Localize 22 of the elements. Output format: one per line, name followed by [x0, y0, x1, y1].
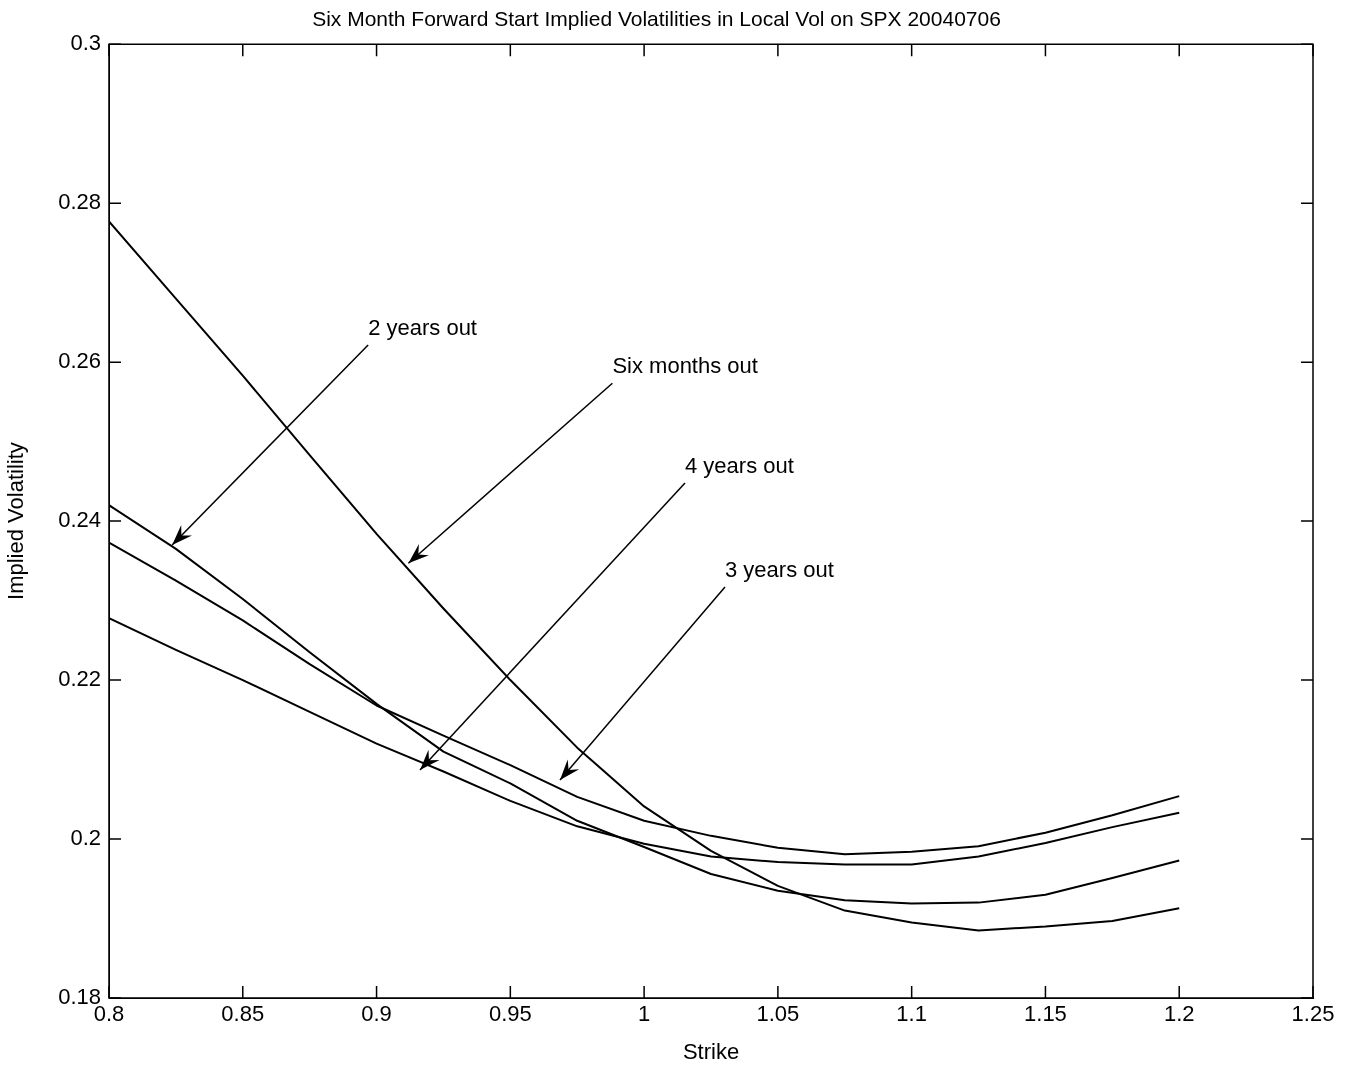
y-tick-label: 0.3 — [70, 30, 101, 56]
y-axis-title: Implied Volatility — [3, 442, 29, 600]
x-tick-label: 1.25 — [1291, 1001, 1335, 1027]
annotation: 4 years out — [685, 453, 794, 479]
y-tick-label: 0.24 — [58, 507, 101, 533]
x-tick-label: 0.95 — [488, 1001, 532, 1027]
annotation: Six months out — [612, 353, 758, 380]
annotation: 2 years out — [368, 314, 477, 341]
chart-title: Six Month Forward Start Implied Volatilities in Local Vol on SPX 20040706 — [312, 7, 1001, 31]
x-axis-title: Strike — [682, 1038, 740, 1064]
x-tick-label: 0.85 — [221, 1001, 265, 1027]
x-tick-label: 1.2 — [1163, 1001, 1195, 1027]
x-tick-label: 1 — [637, 1001, 651, 1027]
y-tick-label: 0.2 — [70, 825, 101, 851]
annotation: 3 years out — [725, 557, 834, 583]
x-tick-label: 1.15 — [1024, 1001, 1067, 1027]
y-tick-label: 0.26 — [58, 348, 101, 374]
x-tick-label: 0.9 — [361, 1001, 392, 1027]
x-tick-label: 1.05 — [756, 1001, 800, 1027]
x-tick-label: 1.1 — [896, 1001, 927, 1027]
y-tick-label: 0.22 — [58, 666, 101, 692]
y-tick-label: 0.28 — [58, 189, 101, 215]
